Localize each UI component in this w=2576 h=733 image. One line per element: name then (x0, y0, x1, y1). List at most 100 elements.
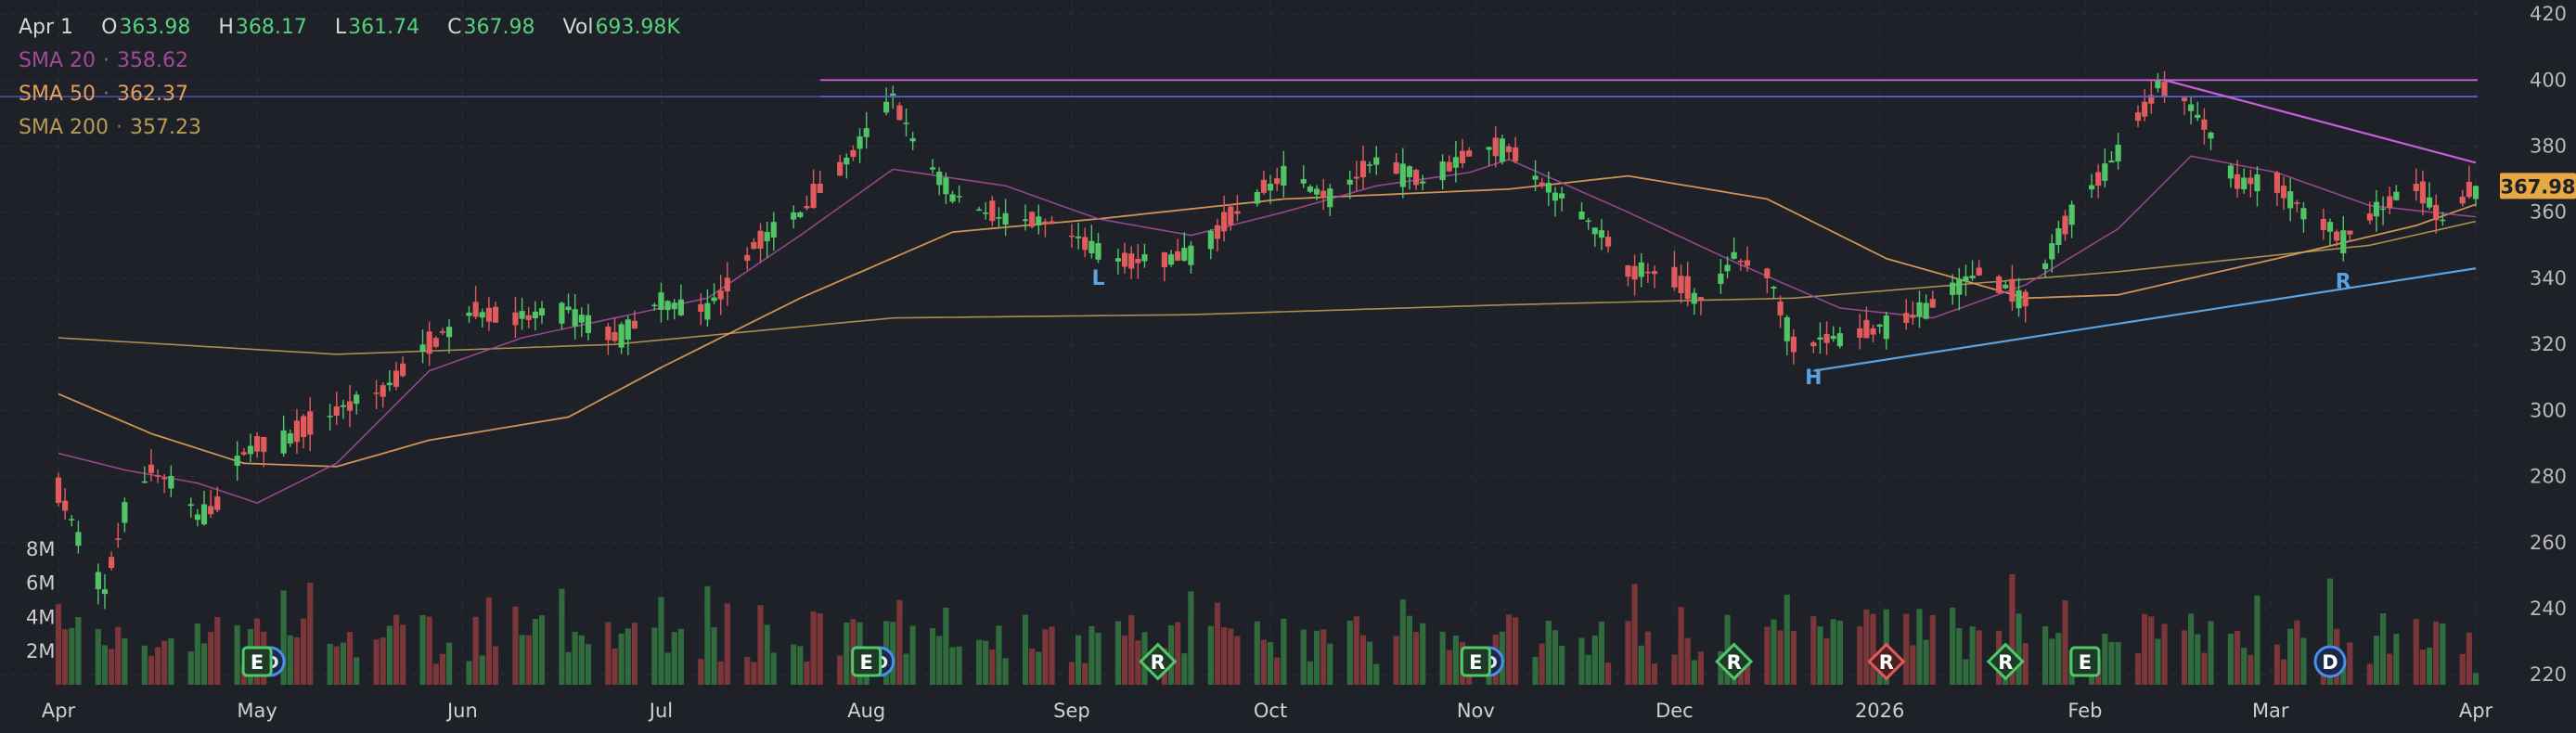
candle-body (1963, 276, 1969, 282)
volume-bar (380, 637, 386, 685)
candle-body (625, 319, 631, 341)
candle-body (618, 324, 625, 348)
volume-bar (1810, 616, 1817, 685)
sma50-line (58, 174, 2477, 468)
volume-bar (764, 624, 770, 685)
volume-bar (1976, 630, 1982, 685)
candle-body (1505, 146, 1513, 152)
candle-body (101, 589, 109, 595)
candle-body (2248, 177, 2254, 185)
x-tick-label: Feb (2067, 700, 2102, 722)
volume-bar (354, 657, 360, 685)
volume-bar (949, 647, 956, 685)
volume-bar (572, 631, 578, 685)
volume-bar (1439, 631, 1446, 685)
candle-body (2055, 228, 2062, 246)
candle-body (307, 411, 314, 435)
volume-bar (2134, 653, 2142, 685)
volume-bar (585, 644, 592, 685)
candle-body (1188, 245, 1194, 265)
event-marker-text: D (2322, 651, 2338, 674)
volume-bar (896, 599, 903, 685)
candle-body (2142, 101, 2148, 117)
volume-bar (187, 651, 194, 685)
earnings-marker (2069, 646, 2101, 677)
high-value: 368.17 (235, 16, 307, 39)
candle-body (717, 290, 724, 300)
x-tick-label: Dec (1655, 700, 1694, 722)
sma50-legend[interactable]: SMA 50 · 362.37 (19, 80, 680, 109)
y-tick-label: 400 (2530, 69, 2567, 91)
volume-bar (797, 646, 804, 685)
candle-body (1274, 178, 1281, 185)
event-marker-D[interactable]: D (2313, 645, 2347, 678)
candle-body (1036, 216, 1042, 225)
volume-bar (909, 625, 916, 685)
candle-body (883, 101, 890, 113)
candle-body (439, 330, 446, 333)
event-marker-R[interactable]: R (1715, 642, 1754, 681)
sma20-line (58, 155, 2477, 504)
candle-body (1718, 273, 1724, 284)
candle-body (1452, 157, 1459, 168)
volume-bar (1817, 626, 1823, 685)
high-readout: H368.17 (218, 13, 307, 43)
candle-body (2227, 165, 2235, 179)
sma200-legend[interactable]: SMA 200 · 357.23 (19, 113, 680, 143)
event-marker-R[interactable]: R (1867, 642, 1906, 681)
sma20-legend[interactable]: SMA 20 · 358.62 (19, 46, 680, 76)
candle-body (2241, 177, 2248, 190)
candle-body (2016, 289, 2022, 309)
volume-bar (1598, 621, 1605, 685)
volume-bar (2241, 648, 2248, 685)
candle-body (122, 502, 128, 523)
candle-body (55, 477, 62, 504)
sma20-value: 358.62 (116, 49, 188, 72)
candle-body (1207, 230, 1214, 250)
volume-bar (400, 624, 406, 685)
volume-bar (844, 623, 850, 685)
candle-body (168, 475, 174, 489)
volume-bar (744, 657, 751, 685)
volume-bar (2142, 613, 2148, 685)
volume-bar (2055, 633, 2062, 685)
candle-body (1175, 251, 1181, 261)
candle-body (200, 504, 208, 525)
volume-bar (989, 649, 996, 685)
event-marker-E[interactable]: DE (1460, 646, 1504, 677)
volume-bar (2148, 616, 2155, 685)
candle-body (1883, 315, 1889, 340)
candle-body (214, 496, 221, 510)
candle-body (770, 222, 777, 238)
volume-bar (333, 646, 340, 685)
candle-body (2161, 82, 2168, 96)
event-marker-R[interactable]: R (1986, 642, 2025, 681)
candle-body (658, 292, 664, 310)
candle-body (187, 504, 194, 507)
candle-body (208, 506, 214, 515)
candle-body (532, 311, 538, 319)
event-marker-E[interactable]: DE (241, 646, 286, 677)
volume-bar (426, 616, 432, 685)
date-readout: Apr 1 (19, 16, 74, 39)
event-marker-E[interactable]: E (2069, 646, 2101, 677)
volume-bar (1552, 630, 1559, 685)
candle-body (1399, 163, 1406, 187)
candle-body (492, 306, 499, 323)
volume-bar (1167, 624, 1175, 685)
candle-body (141, 481, 148, 483)
event-marker-E[interactable]: DE (851, 646, 895, 677)
candle-body (1764, 268, 1771, 278)
sma20-separator: · (102, 49, 109, 72)
volume-bar (1327, 643, 1333, 685)
volume-bar (214, 617, 221, 685)
candle-body (1327, 188, 1333, 208)
open-label: O (101, 16, 118, 39)
volume-bar (1446, 649, 1452, 685)
event-marker-R[interactable]: R (1139, 642, 1178, 681)
volume-bar (1539, 643, 1545, 685)
candle-body (2320, 218, 2326, 230)
candle-body (2280, 186, 2287, 199)
sma200-value: 357.23 (129, 116, 201, 139)
